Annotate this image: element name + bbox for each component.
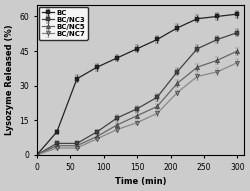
Legend: BC, BC/NC3, BC/NC5, BC/NC7: BC, BC/NC3, BC/NC5, BC/NC7 [39,7,88,40]
Y-axis label: Lysozyme Released (%): Lysozyme Released (%) [5,25,14,135]
X-axis label: Time (min): Time (min) [115,177,166,186]
